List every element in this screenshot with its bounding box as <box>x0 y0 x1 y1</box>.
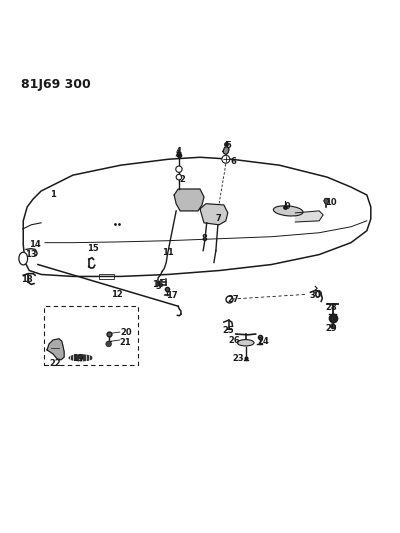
Polygon shape <box>23 157 371 277</box>
Polygon shape <box>174 189 204 211</box>
Polygon shape <box>223 147 229 155</box>
Text: 3: 3 <box>156 282 161 291</box>
Polygon shape <box>330 324 335 328</box>
Text: 21: 21 <box>120 338 132 348</box>
Polygon shape <box>295 211 323 222</box>
Text: 1: 1 <box>50 190 56 199</box>
Circle shape <box>222 155 230 163</box>
Polygon shape <box>200 204 228 225</box>
Text: 6: 6 <box>231 157 237 166</box>
Text: 81J69 300: 81J69 300 <box>21 78 91 91</box>
Text: 18: 18 <box>21 274 33 284</box>
Text: 27: 27 <box>227 295 239 304</box>
Text: 29: 29 <box>325 325 337 333</box>
Text: 7: 7 <box>215 214 221 223</box>
Text: 13: 13 <box>25 250 37 259</box>
Text: 20: 20 <box>121 328 132 337</box>
Text: 11: 11 <box>162 248 174 257</box>
Circle shape <box>176 174 182 180</box>
Ellipse shape <box>273 206 303 216</box>
Text: 12: 12 <box>111 290 122 299</box>
Text: 15: 15 <box>87 244 99 253</box>
Bar <box>99 273 114 279</box>
Polygon shape <box>47 339 64 360</box>
Circle shape <box>106 341 112 347</box>
Text: 9: 9 <box>284 203 290 212</box>
Text: 8: 8 <box>201 234 207 243</box>
Text: 10: 10 <box>325 198 337 207</box>
Polygon shape <box>324 199 329 204</box>
Text: 26: 26 <box>228 336 240 345</box>
Text: 24: 24 <box>258 337 270 346</box>
Ellipse shape <box>19 252 28 265</box>
Text: 25: 25 <box>222 326 234 335</box>
Text: 22: 22 <box>49 359 61 368</box>
Text: 4: 4 <box>175 147 181 156</box>
Text: 2: 2 <box>179 175 185 183</box>
Text: 5: 5 <box>225 141 231 150</box>
Text: 23: 23 <box>232 354 244 363</box>
Ellipse shape <box>69 354 93 361</box>
Text: 28: 28 <box>325 303 337 311</box>
Circle shape <box>176 166 182 172</box>
Ellipse shape <box>237 340 254 346</box>
Text: 17: 17 <box>166 290 178 300</box>
Text: 30: 30 <box>310 290 321 300</box>
Text: 14: 14 <box>29 240 41 249</box>
Text: 16: 16 <box>152 280 164 289</box>
Text: 19: 19 <box>72 354 84 363</box>
